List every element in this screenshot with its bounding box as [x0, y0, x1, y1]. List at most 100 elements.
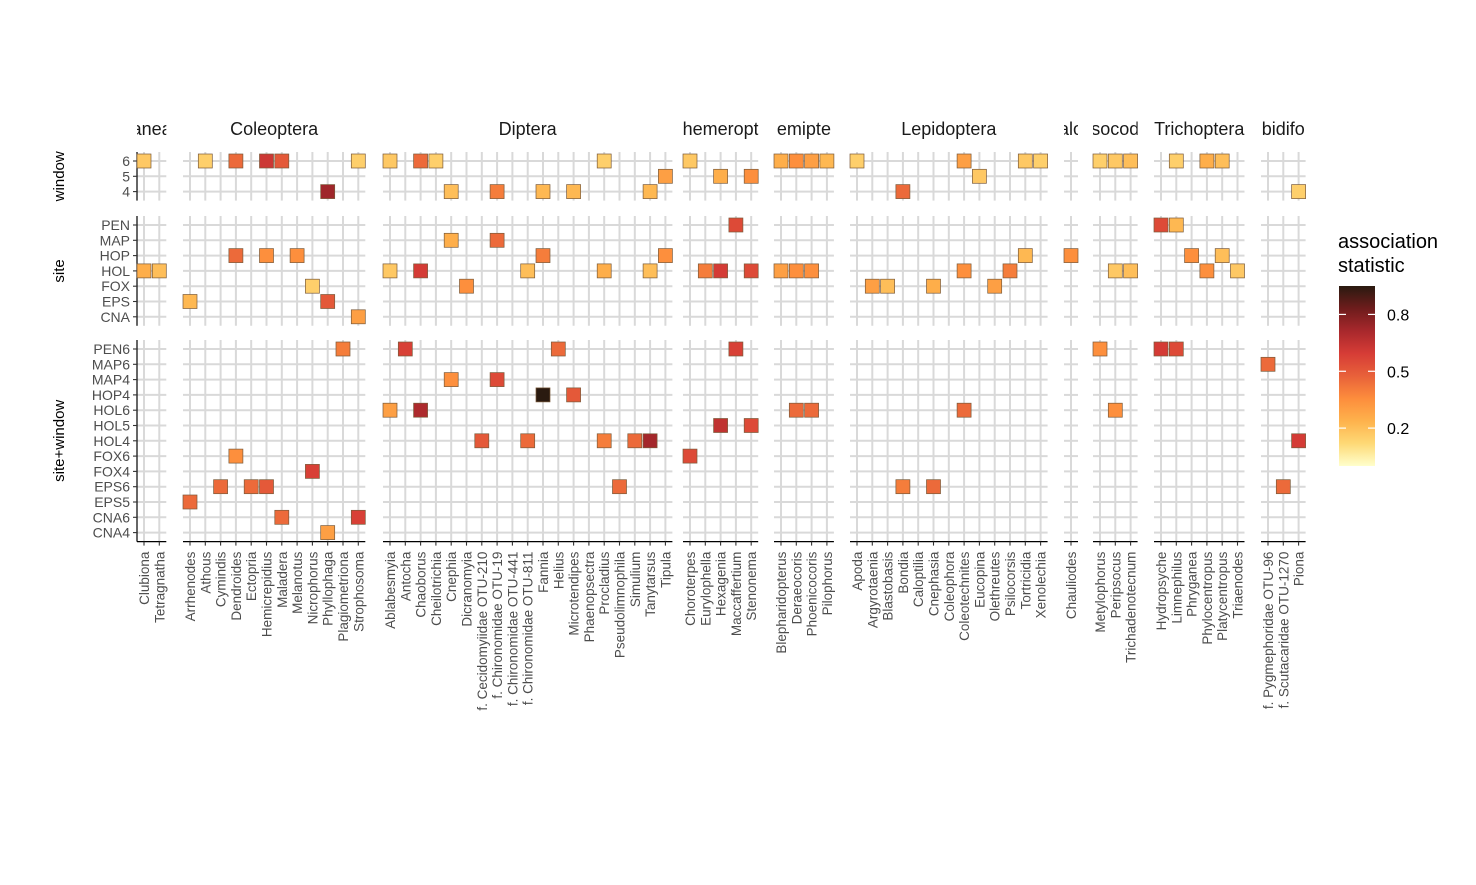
heatmap-tile	[713, 168, 728, 184]
heatmap-tile	[413, 153, 428, 169]
x-tick-label: Ablabesmyia	[383, 551, 398, 629]
heatmap-tile	[743, 263, 759, 279]
x-tick-label: Phylocentropus	[1200, 551, 1215, 644]
y-tick-label: HOP4	[92, 387, 130, 403]
heatmap-tile	[1153, 341, 1169, 357]
x-tick-label: Cnephia	[444, 551, 459, 602]
heatmap-tile	[682, 153, 698, 169]
x-tick-label: Tanytarsus	[643, 551, 658, 617]
x-tick-label: Cymindis	[214, 551, 229, 607]
facet-label: Trichoptera	[1154, 119, 1245, 139]
heatmap-tile	[305, 464, 320, 479]
heatmap-tile	[350, 509, 366, 525]
y-tick-label: MAP	[100, 232, 130, 248]
heatmap-tile	[1230, 263, 1245, 279]
heatmap-tile	[274, 153, 290, 169]
x-tick-label: Bondia	[896, 551, 911, 594]
x-tick-label: Platycentropus	[1215, 551, 1230, 641]
heatmap-tile	[596, 433, 612, 449]
x-tick-label: f. Chironomidae OTU-441	[505, 552, 520, 707]
heatmap-tile	[788, 402, 804, 418]
heatmap-tile	[1153, 217, 1169, 233]
facet-label: hemeropt	[683, 119, 759, 139]
heatmap-tile	[987, 278, 1003, 294]
heatmap-tile	[788, 263, 804, 279]
heatmap-tile	[1002, 263, 1018, 279]
x-tick-label: Phaenopsectra	[582, 551, 597, 642]
heatmap-tile	[382, 263, 398, 279]
y-tick-label: CNA6	[93, 509, 131, 525]
heatmap-tile	[243, 479, 259, 495]
heatmap-tile	[642, 263, 658, 279]
x-tick-label: Deraeocoris	[789, 551, 804, 624]
heatmap-tile	[627, 433, 643, 449]
x-tick-label: Plagiometriona	[336, 551, 351, 642]
heatmap-tile	[1107, 153, 1123, 169]
heatmap-tile	[228, 153, 244, 169]
heatmap-tile	[773, 153, 789, 169]
heatmap-tile	[520, 263, 536, 279]
heatmap-tile	[804, 402, 819, 418]
legend-title: association	[1338, 231, 1438, 253]
heatmap-tile	[566, 387, 581, 403]
heatmap-tile	[1214, 153, 1230, 169]
heatmap-tile	[849, 153, 865, 169]
axes	[133, 152, 1306, 546]
heatmap-tile	[459, 278, 474, 294]
heatmap-tile	[1063, 248, 1079, 263]
y-tick-label: 4	[122, 184, 130, 200]
heatmap-tile	[788, 153, 804, 169]
y-tick-label: EPS6	[94, 479, 130, 495]
x-tick-label: Clubiona	[137, 551, 152, 605]
heatmap-tile	[535, 248, 551, 263]
heatmap-tile	[743, 168, 759, 184]
heatmap-tile	[697, 263, 713, 279]
heatmap-tile	[1168, 341, 1184, 357]
x-tick-label: Arrhenodes	[183, 551, 198, 621]
heatmap-tile	[320, 294, 336, 309]
x-tick-label: Blepharidopterus	[774, 551, 789, 653]
heatmap-tile	[713, 418, 728, 433]
legend-tick-label: 0.8	[1387, 307, 1409, 324]
heatmap-tile	[864, 278, 880, 294]
heatmap-tile	[382, 153, 398, 169]
y-tick-label: 6	[122, 153, 130, 169]
heatmap-tile	[259, 248, 274, 263]
heatmap-tile	[350, 153, 366, 169]
heatmap-tile	[259, 153, 274, 169]
heatmap-tile	[305, 278, 320, 294]
facet-label: emipte	[777, 119, 831, 139]
x-tick-label: Simulium	[628, 552, 643, 608]
x-tick-label: Caloptilia	[911, 551, 926, 607]
x-tick-label: Stenonema	[744, 551, 759, 621]
x-tick-label: Procladius	[597, 551, 612, 614]
heatmap-tile	[320, 525, 336, 540]
heatmap-tile	[535, 387, 551, 403]
x-tick-label: f. Chironomidae OTU-811	[521, 552, 536, 706]
heatmap-tile	[612, 479, 627, 495]
x-tick-label: Coleotechnites	[957, 551, 972, 641]
x-tick-label: Xenolechia	[1034, 551, 1049, 618]
heatmap-tile	[596, 153, 612, 169]
y-tick-label: HOL5	[93, 418, 130, 434]
heatmap-tile	[895, 184, 911, 199]
heatmap-tile	[728, 217, 744, 233]
x-tick-label: Tetragnatha	[152, 551, 167, 623]
y-tick-label: HOP	[100, 248, 130, 264]
x-tick-label: Cheilotrichia	[429, 551, 444, 626]
x-tick-label: Hydropsyche	[1154, 552, 1169, 631]
heatmap-tile	[956, 153, 972, 169]
y-tick-label: 5	[122, 168, 130, 184]
x-tick-label: Eucopina	[972, 551, 987, 608]
y-tick-label: FOX	[101, 278, 130, 294]
x-tick-label: Phryganea	[1185, 551, 1200, 617]
heatmap-tile	[182, 494, 198, 510]
heatmap-tile	[1199, 153, 1215, 169]
heatmap-tile	[773, 263, 789, 279]
heatmap-tile	[136, 263, 152, 279]
x-tick-label: Argyrotaenia	[865, 551, 880, 628]
heatmap-tile	[880, 278, 895, 294]
heatmap-tile	[926, 278, 941, 294]
heatmap-tile	[728, 341, 744, 357]
